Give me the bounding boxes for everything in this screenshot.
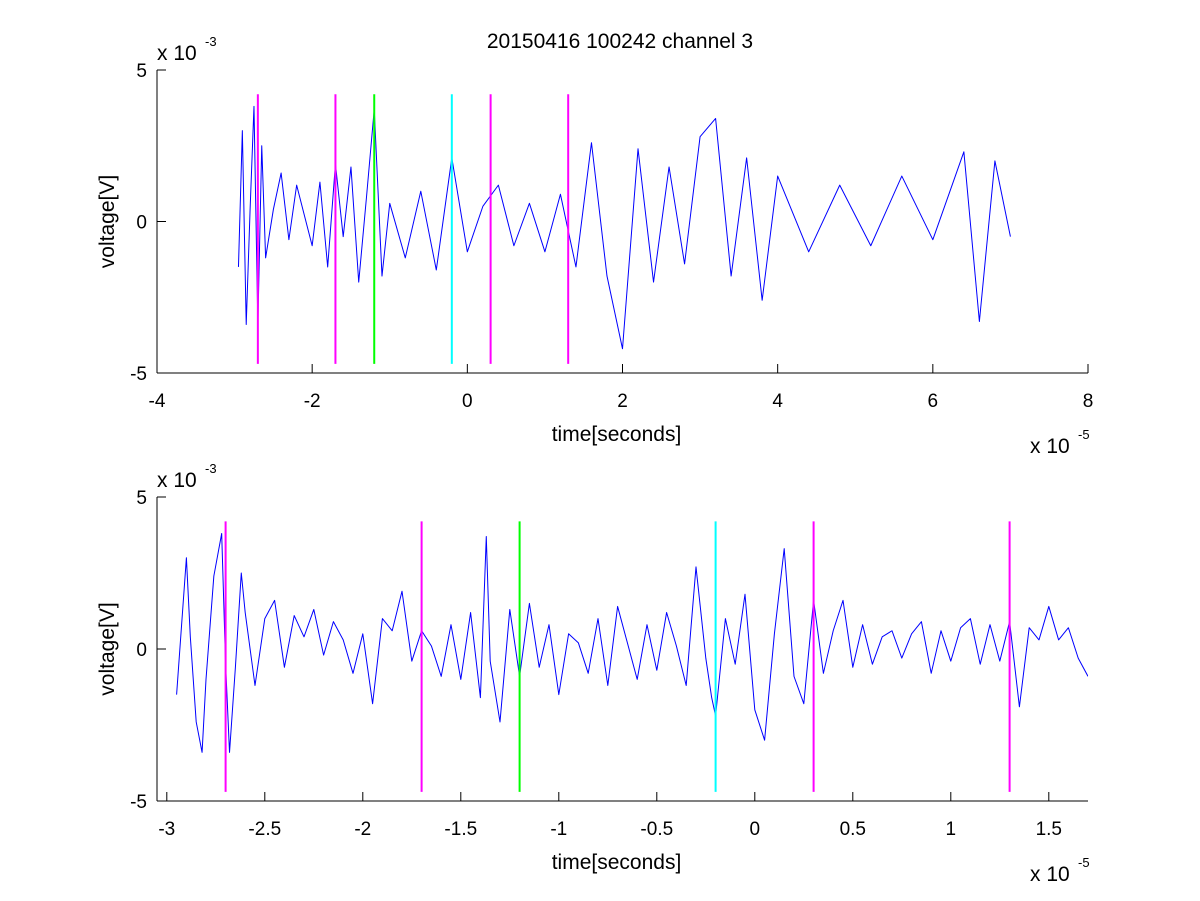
x-axis-multiplier: x 10: [1030, 435, 1070, 458]
x-tick-label: -2.5: [248, 819, 281, 840]
y-axis-multiplier: x 10: [157, 469, 197, 492]
y-tick-label: -5: [130, 792, 147, 813]
y-tick-label: 5: [136, 61, 147, 82]
figure-title: 20150416 100242 channel 3: [487, 30, 753, 53]
x-axis-exponent: -5: [1078, 427, 1090, 442]
x-tick-label: 2: [617, 391, 628, 412]
y-tick-label: 0: [136, 213, 147, 234]
x-tick-label: -4: [149, 391, 166, 412]
x-tick-label: -2: [304, 391, 321, 412]
x-tick-label: 6: [928, 391, 939, 412]
y-axis-exponent: -3: [205, 34, 217, 49]
x-tick-label: 0: [462, 391, 473, 412]
y-tick-label: -5: [130, 364, 147, 385]
x-axis-exponent: -5: [1078, 855, 1090, 870]
x-axis-label: time[seconds]: [552, 423, 682, 446]
y-axis-label: voltage[V]: [96, 602, 119, 695]
x-tick-label: 1: [946, 819, 957, 840]
top-chart-panel: -4 -2 0 2 4 6 8 -5 0 5 time[seconds] voltage[V] x 10…: [96, 34, 1093, 458]
y-tick-label: 5: [136, 488, 147, 509]
x-tick-label: -0.5: [640, 819, 673, 840]
y-axis-multiplier: x 10: [157, 42, 197, 65]
x-tick-label: 4: [772, 391, 783, 412]
x-tick-label: 8: [1083, 391, 1094, 412]
signal-line-series-0: [176, 532, 1088, 753]
x-tick-label: -2: [354, 819, 371, 840]
x-tick-label: 1.5: [1036, 819, 1062, 840]
y-axis-label: voltage[V]: [96, 175, 119, 268]
x-tick-label: -1.5: [444, 819, 477, 840]
y-tick-label: 0: [136, 640, 147, 661]
signal-line-series-0: [237, 105, 1011, 350]
x-tick-label: 0.5: [840, 819, 866, 840]
x-axis-label: time[seconds]: [552, 851, 682, 874]
x-axis-multiplier: x 10: [1030, 863, 1070, 886]
x-tick-label: -1: [550, 819, 567, 840]
x-tick-label: -3: [158, 819, 175, 840]
y-axis-exponent: -3: [205, 461, 217, 476]
bottom-chart-panel: -3 -2.5 -2 -1.5 -1 -0.5 0 0.5 1 1.5 -5 0 5 time[secon…: [96, 461, 1090, 886]
x-tick-label: 0: [750, 819, 761, 840]
